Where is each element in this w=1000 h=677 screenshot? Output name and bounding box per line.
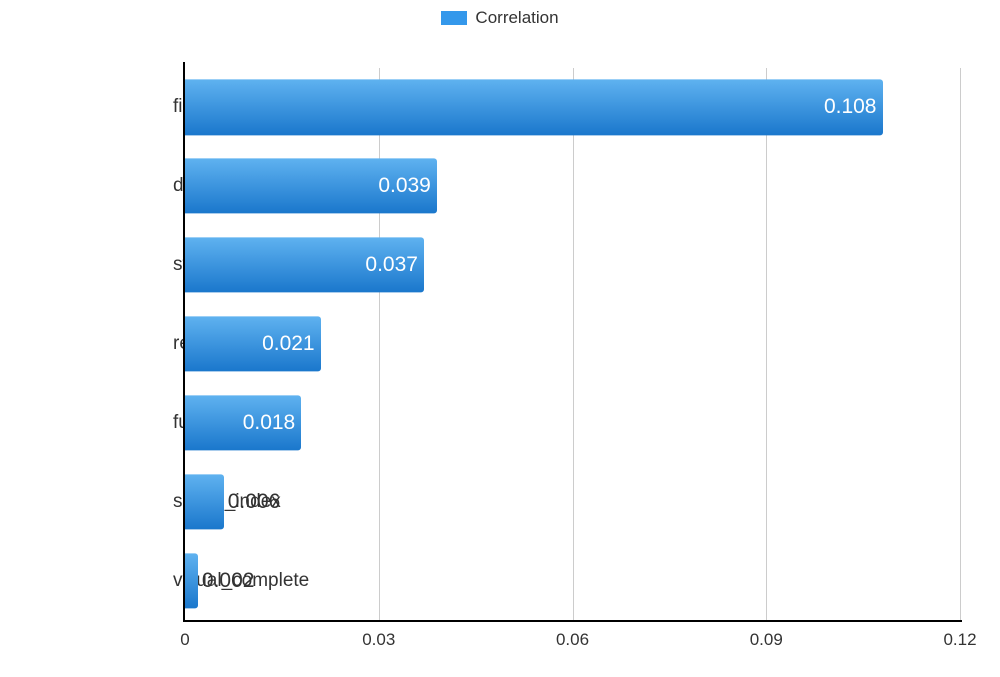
bar: [185, 474, 224, 529]
x-grid-line: [573, 68, 574, 620]
legend: Correlation: [0, 8, 1000, 30]
bar-value-label: 0.018: [243, 411, 296, 435]
y-axis-line: [183, 62, 185, 620]
legend-label: Correlation: [475, 8, 558, 28]
legend-item: Correlation: [441, 8, 558, 28]
bar-value-label: 0.108: [824, 95, 877, 119]
plot-area: 00.030.060.090.12first_byte0.108doc_comp…: [185, 68, 960, 620]
x-tick-label: 0: [180, 630, 189, 650]
x-grid-line: [379, 68, 380, 620]
bar-value-label: 0.037: [365, 253, 418, 277]
bar-value-label: 0.039: [378, 174, 431, 198]
x-tick-label: 0.03: [362, 630, 395, 650]
bar-value-label: 0.006: [228, 490, 281, 514]
x-tick-label: 0.06: [556, 630, 589, 650]
x-tick-label: 0.09: [750, 630, 783, 650]
x-axis-line: [183, 620, 962, 622]
legend-swatch: [441, 11, 467, 25]
bar-value-label: 0.002: [202, 569, 255, 593]
bar: [185, 553, 198, 608]
bar-value-label: 0.021: [262, 332, 315, 356]
bar: [185, 80, 883, 135]
x-tick-label: 0.12: [943, 630, 976, 650]
x-grid-line: [766, 68, 767, 620]
x-grid-line: [960, 68, 961, 620]
